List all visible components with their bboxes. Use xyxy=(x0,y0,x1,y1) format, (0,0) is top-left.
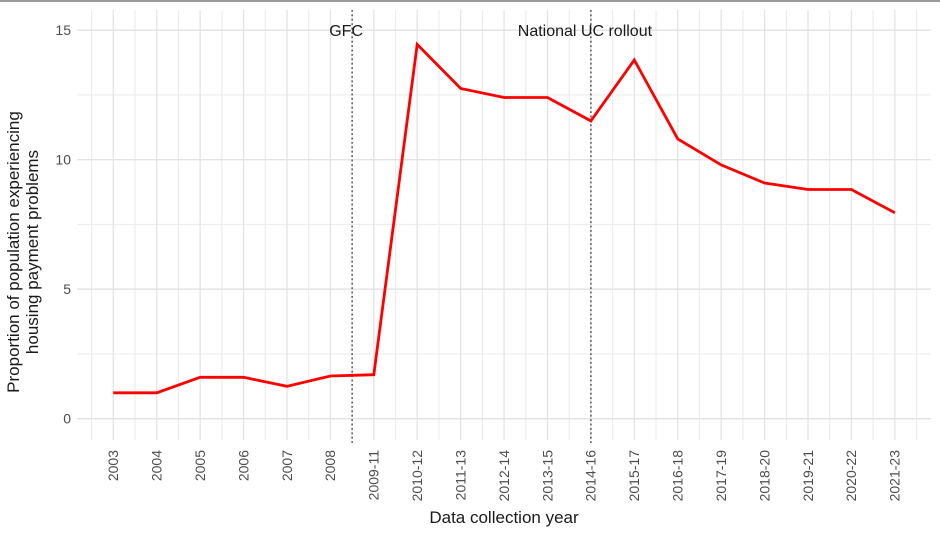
y-axis-title-line-2: housing payment problems xyxy=(23,150,42,354)
gridlines-major xyxy=(77,10,931,440)
annotation-label-uc-rollout: National UC rollout xyxy=(518,23,653,40)
x-axis-title: Data collection year xyxy=(429,508,579,527)
x-tick-label: 2004 xyxy=(149,450,165,481)
x-tick-label: 2007 xyxy=(279,450,295,481)
y-tick-label: 5 xyxy=(63,281,71,297)
annotation-label-gfc: GFC xyxy=(329,23,363,40)
x-tick-label: 2005 xyxy=(192,450,208,481)
x-tick-label: 2010-12 xyxy=(409,450,425,502)
x-tick-label: 2009-11 xyxy=(366,450,382,501)
x-tick-label: 2021-23 xyxy=(887,450,903,502)
x-tick-labels: 2003 2004 2005 2006 2007 2008 2009-11 2010-12 20… xyxy=(105,450,903,502)
y-tick-label: 0 xyxy=(63,411,71,427)
x-tick-label: 2012-14 xyxy=(496,450,512,502)
y-tick-label: 15 xyxy=(55,22,71,38)
annotation-lines xyxy=(351,10,592,445)
x-tick-label: 2015-17 xyxy=(626,450,642,502)
x-tick-label: 2008 xyxy=(322,450,338,481)
x-tick-label: 2011-13 xyxy=(452,450,468,501)
x-tick-label: 2003 xyxy=(105,450,121,481)
chart-generated-layers: 2003 2004 2005 2006 2007 2008 2009-11 2010-12 20… xyxy=(55,10,931,501)
x-tick-label: 2013-15 xyxy=(539,450,555,502)
x-tick-label: 2018-20 xyxy=(756,450,772,502)
x-tick-label: 2019-21 xyxy=(800,450,816,502)
y-tick-label: 10 xyxy=(55,152,71,168)
data-series xyxy=(113,41,896,395)
x-tick-label: 2017-19 xyxy=(713,450,729,502)
x-tick-label: 2016-18 xyxy=(670,450,686,502)
x-tick-label: 2006 xyxy=(235,450,251,481)
y-axis-title-line-1: Proportion of population experiencing xyxy=(4,111,23,393)
gridlines-minor xyxy=(77,10,931,440)
x-tick-label: 2014-16 xyxy=(583,450,599,502)
data-line-housing-payment-problems xyxy=(113,41,896,395)
y-tick-labels: 0 5 10 15 xyxy=(55,22,71,427)
x-tick-label: 2020-22 xyxy=(843,450,859,502)
